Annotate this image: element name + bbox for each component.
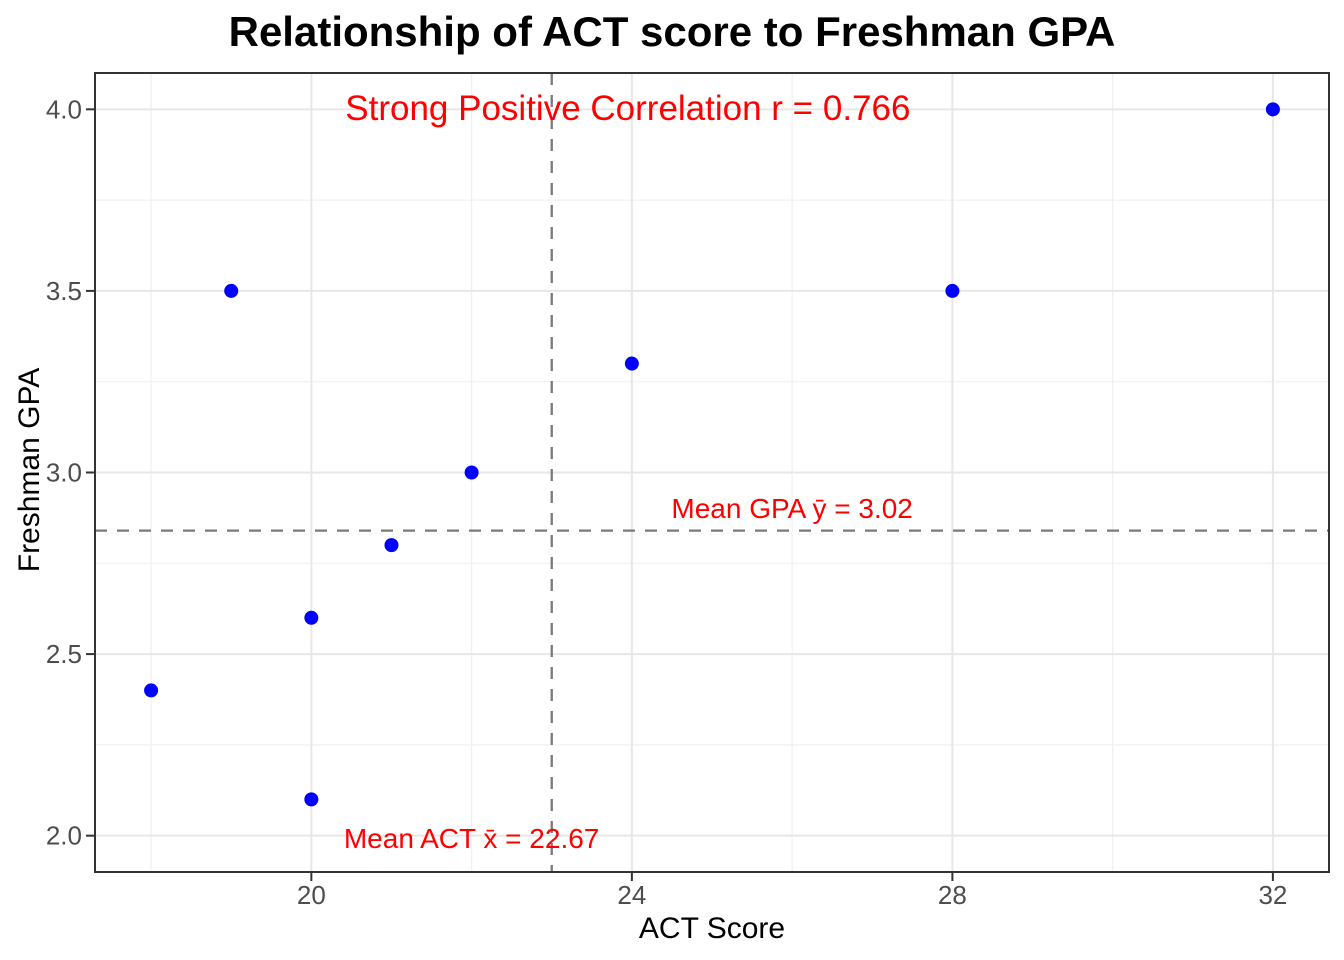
y-tick-label: 2.0: [46, 821, 82, 851]
data-point: [224, 283, 239, 298]
data-point: [464, 465, 479, 480]
correlation-annotation: Strong Positive Correlation r = 0.766: [345, 89, 911, 129]
x-tick-label: 20: [297, 880, 326, 910]
x-tick-label: 28: [938, 880, 967, 910]
x-tick-label: 24: [617, 880, 646, 910]
chart-title: Relationship of ACT score to Freshman GP…: [228, 8, 1116, 55]
mean-act-label: Mean ACT x̄ = 22.67: [343, 823, 600, 855]
x-tick-label: 32: [1258, 880, 1287, 910]
data-point: [945, 283, 960, 298]
data-point: [384, 538, 399, 553]
data-point: [304, 792, 319, 807]
data-point: [304, 610, 319, 625]
y-tick-label: 3.5: [46, 276, 82, 306]
data-point: [144, 683, 159, 698]
y-tick-label: 3.0: [46, 458, 82, 488]
mean-gpa-label: Mean GPA ȳ = 3.02: [671, 492, 913, 524]
data-point: [1265, 102, 1280, 117]
y-tick-label: 4.0: [46, 94, 82, 124]
data-point: [624, 356, 639, 371]
x-axis-title: ACT Score: [638, 912, 786, 945]
y-tick-label: 2.5: [46, 639, 82, 669]
y-axis-title: Freshman GPA: [13, 367, 46, 573]
